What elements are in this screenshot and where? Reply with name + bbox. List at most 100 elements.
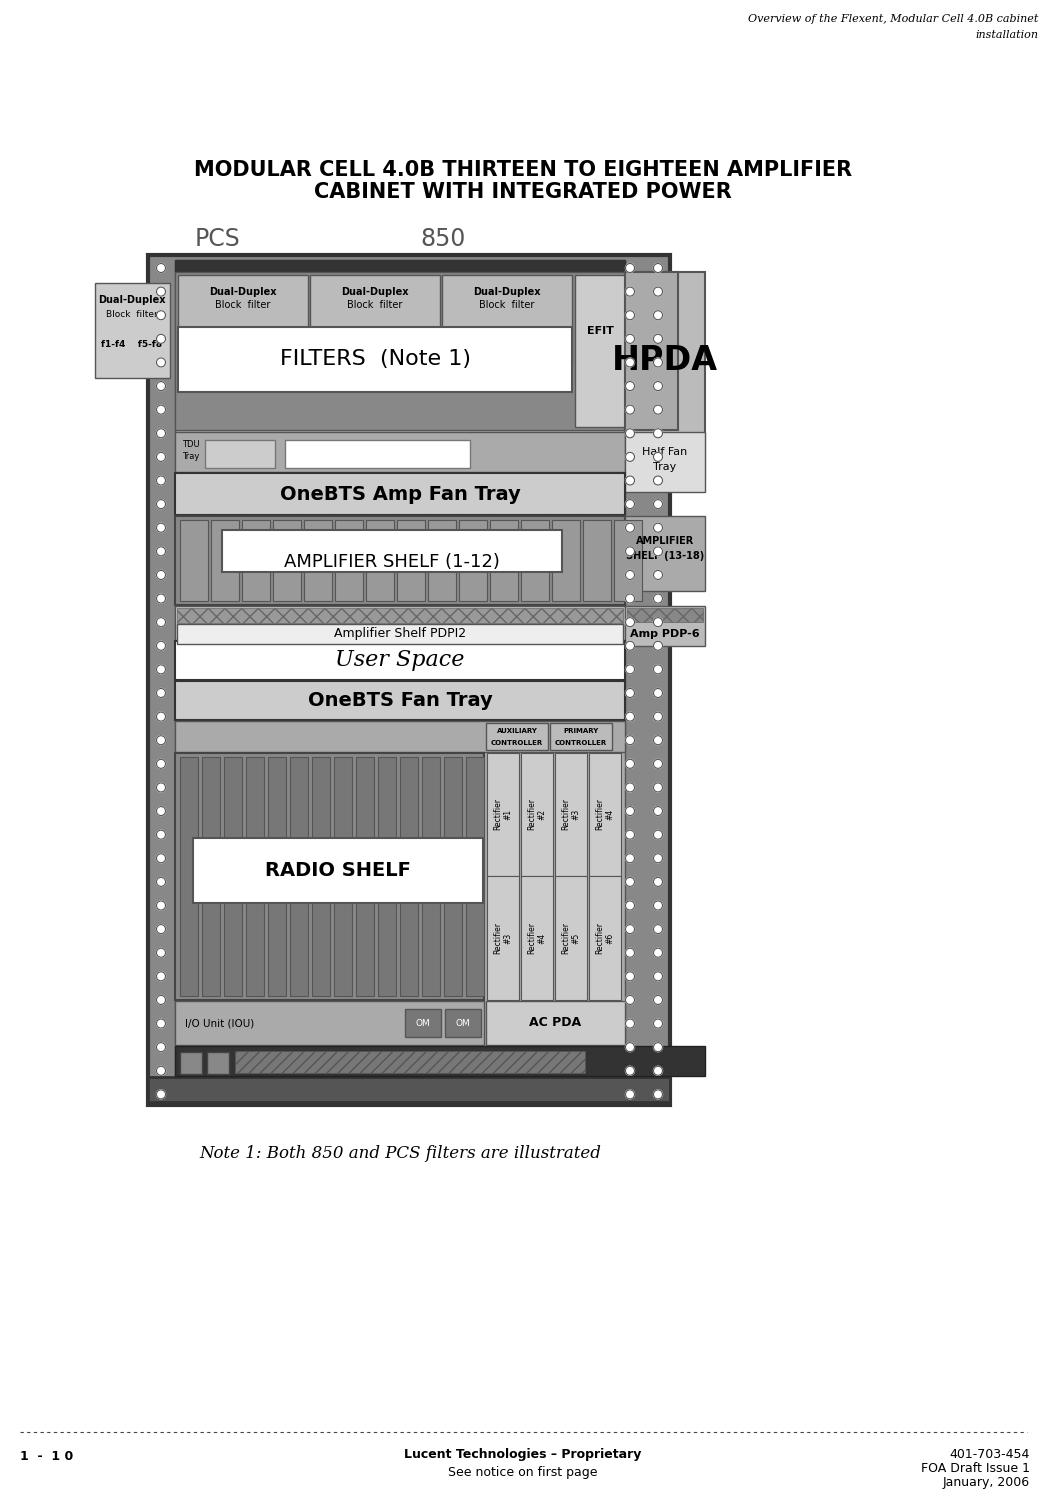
Text: Rectifier
#1: Rectifier #1 <box>493 798 513 830</box>
Bar <box>180 1052 202 1074</box>
Circle shape <box>625 618 634 627</box>
Bar <box>405 1010 441 1036</box>
Bar <box>175 1046 705 1076</box>
Bar <box>312 758 330 996</box>
Circle shape <box>653 948 663 957</box>
Text: EFIT: EFIT <box>586 326 614 336</box>
Text: installation: installation <box>975 30 1038 40</box>
Bar <box>95 284 170 378</box>
Circle shape <box>653 1066 663 1076</box>
Text: -          -: - - <box>354 322 397 332</box>
Circle shape <box>156 735 165 744</box>
Text: Block  filter: Block filter <box>216 300 271 310</box>
Circle shape <box>156 902 165 910</box>
Circle shape <box>653 664 663 674</box>
Circle shape <box>156 358 165 368</box>
Circle shape <box>653 807 663 816</box>
Circle shape <box>156 476 165 484</box>
Circle shape <box>653 830 663 839</box>
Circle shape <box>156 264 165 273</box>
Circle shape <box>653 476 663 484</box>
Circle shape <box>625 476 634 484</box>
Circle shape <box>625 524 634 532</box>
Bar <box>589 876 621 1001</box>
Circle shape <box>156 618 165 627</box>
Text: PCS: PCS <box>195 226 241 251</box>
Circle shape <box>653 548 663 556</box>
Bar <box>205 440 275 468</box>
Circle shape <box>653 759 663 768</box>
Circle shape <box>156 948 165 957</box>
Circle shape <box>625 688 634 698</box>
Circle shape <box>156 1066 165 1076</box>
Text: Dual-Duplex: Dual-Duplex <box>98 296 165 304</box>
Circle shape <box>625 548 634 556</box>
Circle shape <box>625 334 634 344</box>
Text: AMPLIFIER: AMPLIFIER <box>636 536 694 546</box>
Circle shape <box>156 972 165 981</box>
Text: CABINET WITH INTEGRATED POWER: CABINET WITH INTEGRATED POWER <box>314 182 732 203</box>
Circle shape <box>625 878 634 886</box>
Bar <box>175 260 625 1098</box>
Circle shape <box>653 334 663 344</box>
Bar <box>178 327 572 392</box>
Circle shape <box>625 429 634 438</box>
Circle shape <box>653 570 663 579</box>
Circle shape <box>625 1090 634 1100</box>
Circle shape <box>156 664 165 674</box>
Bar <box>550 723 612 750</box>
Circle shape <box>653 853 663 862</box>
Bar <box>177 624 623 644</box>
Text: FOA Draft Issue 1: FOA Draft Issue 1 <box>921 1462 1030 1474</box>
Circle shape <box>156 878 165 886</box>
Bar <box>246 758 264 996</box>
Text: Block  filter: Block filter <box>480 300 535 310</box>
Circle shape <box>653 524 663 532</box>
Bar <box>552 520 580 602</box>
Text: -          -: - - <box>486 322 529 332</box>
Bar <box>211 520 239 602</box>
Circle shape <box>625 830 634 839</box>
Bar <box>625 516 705 591</box>
Bar <box>555 876 587 1001</box>
Circle shape <box>625 405 634 414</box>
Circle shape <box>625 783 634 792</box>
Circle shape <box>625 381 634 390</box>
Circle shape <box>156 500 165 508</box>
Circle shape <box>156 286 165 296</box>
Bar <box>486 723 548 750</box>
Text: PRIMARY: PRIMARY <box>563 728 599 734</box>
Circle shape <box>156 453 165 462</box>
Text: Rectifier
#4: Rectifier #4 <box>528 922 547 954</box>
Circle shape <box>653 358 663 368</box>
Bar <box>442 274 572 364</box>
Bar <box>400 758 418 996</box>
Circle shape <box>653 264 663 273</box>
Circle shape <box>156 642 165 651</box>
Text: Block  filter: Block filter <box>106 310 158 320</box>
Bar <box>397 520 425 602</box>
Circle shape <box>653 594 663 603</box>
Circle shape <box>653 1019 663 1028</box>
Text: Block  filter: Block filter <box>348 300 403 310</box>
Circle shape <box>625 453 634 462</box>
Text: Rectifier
#3: Rectifier #3 <box>561 798 581 830</box>
Circle shape <box>156 783 165 792</box>
Circle shape <box>625 924 634 933</box>
Circle shape <box>625 853 634 862</box>
Text: Lucent Technologies – Proprietary: Lucent Technologies – Proprietary <box>404 1448 642 1461</box>
Text: Overview of the Flexent, Modular Cell 4.0B cabinet: Overview of the Flexent, Modular Cell 4.… <box>748 13 1038 24</box>
Bar <box>422 758 440 996</box>
Circle shape <box>625 358 634 368</box>
Bar <box>614 520 642 602</box>
Bar <box>175 260 625 272</box>
Bar <box>290 758 308 996</box>
Text: Rectifier
#5: Rectifier #5 <box>561 922 581 954</box>
Circle shape <box>653 902 663 910</box>
Bar <box>487 876 519 1001</box>
Bar <box>625 432 705 492</box>
Bar <box>175 472 625 514</box>
Circle shape <box>653 405 663 414</box>
Bar <box>334 758 352 996</box>
Circle shape <box>156 594 165 603</box>
